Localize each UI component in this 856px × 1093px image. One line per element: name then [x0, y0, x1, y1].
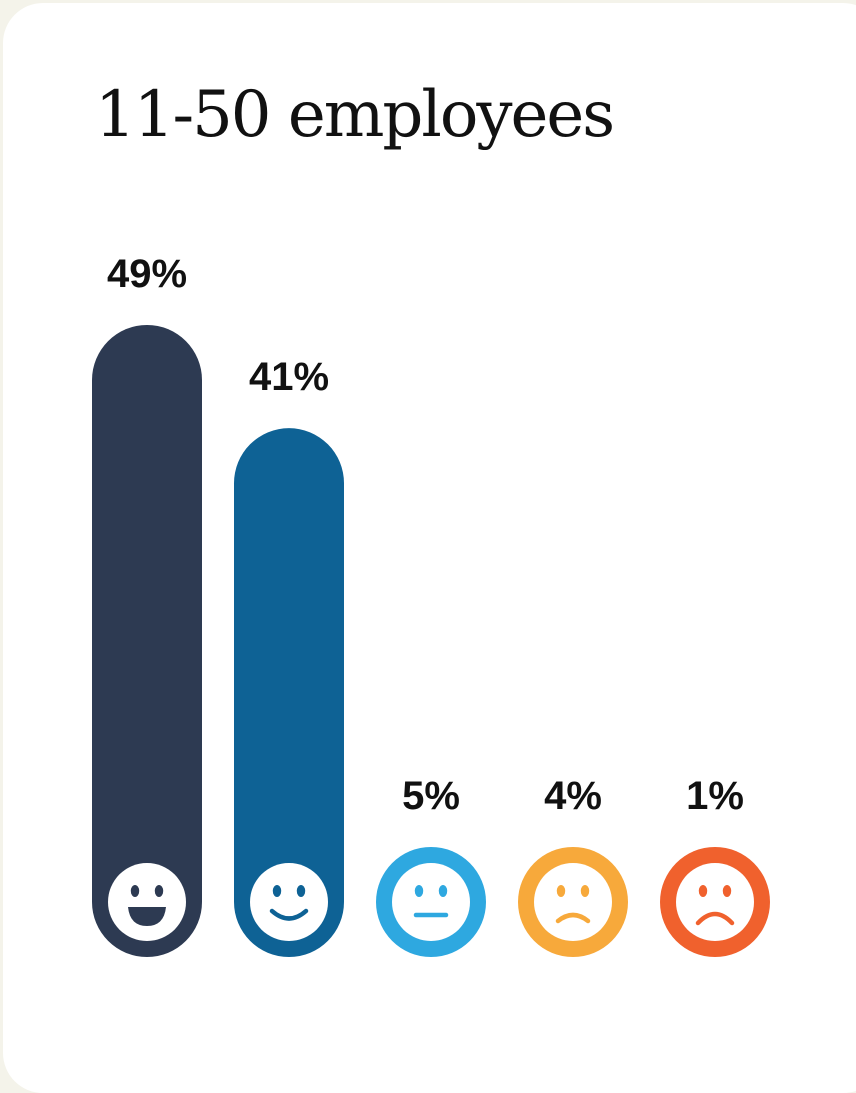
- face-disc: [534, 863, 612, 941]
- smile-face-icon: [250, 863, 328, 941]
- right-eye: [580, 885, 590, 897]
- icons-layer: [108, 863, 754, 941]
- left-eye: [414, 885, 424, 897]
- sad-face-icon: [676, 863, 754, 941]
- grin-face-icon: [108, 863, 186, 941]
- chart-title: 11-50 employees: [95, 78, 615, 152]
- mouth: [128, 907, 166, 926]
- face-disc: [250, 863, 328, 941]
- right-eye: [722, 885, 732, 897]
- value-label-satisfied: 41%: [249, 355, 329, 399]
- left-eye: [698, 885, 708, 897]
- left-eye: [272, 885, 282, 897]
- mouth: [695, 911, 735, 926]
- value-label-very-satisfied: 49%: [107, 252, 187, 296]
- face-disc: [108, 863, 186, 941]
- face-disc: [392, 863, 470, 941]
- right-eye: [438, 885, 448, 897]
- neutral-face-icon: [392, 863, 470, 941]
- bar-chart: 49% 41% 5% 4% 1%: [92, 252, 770, 957]
- right-eye: [154, 885, 164, 897]
- value-label-neutral: 5%: [402, 774, 460, 818]
- value-label-dissatisfied: 4%: [544, 774, 602, 818]
- left-eye: [130, 885, 140, 897]
- mouth: [269, 908, 309, 921]
- frown-face-icon: [534, 863, 612, 941]
- left-eye: [556, 885, 566, 897]
- right-eye: [296, 885, 306, 897]
- face-disc: [676, 863, 754, 941]
- bar-very-satisfied: [92, 325, 202, 957]
- bars-layer: [92, 325, 770, 957]
- value-label-very-dissatisfied: 1%: [686, 774, 744, 818]
- mouth: [555, 912, 591, 924]
- bar-satisfied: [234, 428, 344, 957]
- value-labels-layer: 49% 41% 5% 4% 1%: [107, 252, 744, 818]
